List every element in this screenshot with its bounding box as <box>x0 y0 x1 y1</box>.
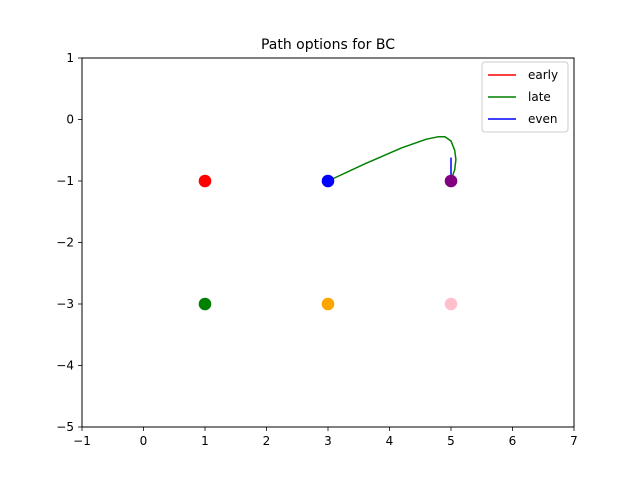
y-axis: 1 0 −1 −2 −3 −4 −5 <box>56 51 82 434</box>
x-axis: −1 0 1 2 3 4 5 6 7 <box>73 427 578 448</box>
legend: early late even <box>481 61 569 133</box>
y-tick-label: 0 <box>66 113 74 127</box>
y-tick-label: −2 <box>56 236 74 250</box>
legend-box <box>481 61 569 133</box>
scatter-point <box>198 297 212 311</box>
scatter-point <box>198 174 212 188</box>
y-tick-label: −3 <box>56 297 74 311</box>
x-tick-label: 5 <box>447 434 455 448</box>
x-tick-label: 6 <box>509 434 517 448</box>
scatter-point <box>321 297 335 311</box>
legend-label-even: even <box>528 112 557 126</box>
chart-title: Path options for BC <box>261 37 395 53</box>
y-tick-label: −5 <box>56 420 74 434</box>
scatter-point <box>444 174 458 188</box>
series-line-late <box>327 135 457 182</box>
legend-label-early: early <box>528 68 558 82</box>
x-tick-label: 0 <box>140 434 148 448</box>
scatter-point <box>444 297 458 311</box>
points-layer <box>198 174 458 311</box>
x-tick-label: 3 <box>324 434 332 448</box>
x-tick-label: −1 <box>73 434 91 448</box>
x-tick-label: 7 <box>570 434 578 448</box>
x-tick-label: 2 <box>263 434 271 448</box>
scatter-point <box>321 174 335 188</box>
x-tick-label: 1 <box>201 434 209 448</box>
x-tick-label: 4 <box>386 434 394 448</box>
y-tick-label: −1 <box>56 174 74 188</box>
legend-label-late: late <box>528 90 551 104</box>
y-tick-label: −4 <box>56 359 74 373</box>
y-tick-label: 1 <box>66 51 74 65</box>
